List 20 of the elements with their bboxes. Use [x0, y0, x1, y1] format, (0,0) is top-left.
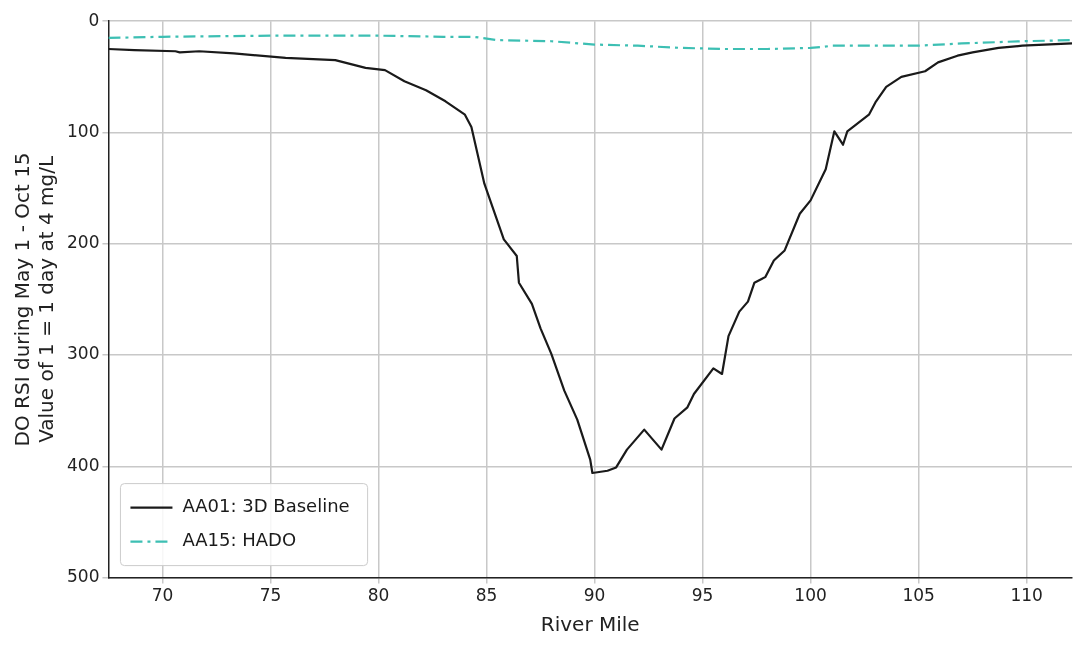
y-tick-label: 100	[66, 120, 100, 141]
x-tick-label: 70	[151, 585, 174, 606]
y-tick-label: 500	[66, 566, 100, 587]
x-tick-label: 95	[691, 585, 714, 606]
x-tick-label: 90	[583, 585, 606, 606]
y-tick-label: 200	[66, 232, 100, 253]
x-axis-title: River Mile	[540, 612, 640, 637]
y-tick-label: 400	[66, 454, 100, 475]
legend-label: AA15: HADO	[182, 529, 297, 551]
x-tick-label: 110	[1010, 585, 1043, 606]
legend-label: AA01: 3D Baseline	[182, 495, 350, 517]
y-tick-label: 0	[88, 9, 100, 30]
line-series	[108, 34, 1072, 51]
x-tick-label: 105	[902, 585, 935, 606]
x-tick-label: 85	[475, 585, 498, 606]
y-tick-label: 300	[66, 343, 100, 364]
y-axis-title: DO RSI during May 1 - Oct 15 Value of 1 = 1 day at 4 mg/L	[10, 152, 59, 447]
x-tick-label: 100	[794, 585, 827, 606]
x-tick-label: 75	[259, 585, 282, 606]
x-tick-label: 80	[367, 585, 390, 606]
